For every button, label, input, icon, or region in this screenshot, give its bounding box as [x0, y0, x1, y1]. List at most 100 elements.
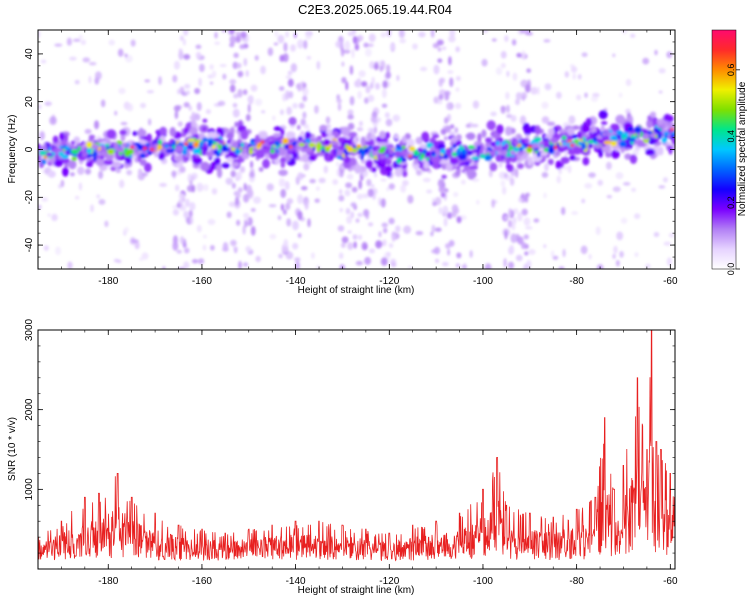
spectrogram-cell	[295, 261, 301, 269]
spectrogram-cell	[528, 249, 536, 255]
spectrogram-cell	[302, 111, 307, 119]
spectrogram-cell	[275, 146, 279, 150]
spectrogram-cell	[229, 84, 236, 93]
spectrogram-cell	[179, 197, 184, 205]
spectrogram-cell	[206, 151, 214, 158]
spectrogram-cell	[302, 95, 308, 102]
spectrogram-cell	[232, 102, 238, 108]
spectrogram-cell	[500, 105, 506, 114]
spectrogram-cell	[433, 64, 440, 75]
spectrogram-cell	[467, 145, 476, 150]
spectrogram-cell	[268, 141, 275, 146]
spectrogram-cell	[360, 81, 368, 87]
spectrogram-cell	[443, 136, 448, 141]
spectrogram-cell	[454, 102, 462, 110]
spectrogram-cell	[39, 145, 48, 152]
spectrogram-cell	[253, 196, 261, 204]
spectrogram-cell	[229, 35, 237, 45]
spectrogram-cell	[354, 163, 362, 174]
spectrogram-cell	[588, 142, 593, 148]
spectrogram-cell	[440, 159, 449, 165]
spectrogram-cell	[564, 71, 570, 78]
spectrogram-cell	[462, 148, 468, 155]
spectrogram-cell	[449, 157, 459, 165]
spectrogram-cell	[341, 126, 351, 136]
spectrogram-cell	[347, 122, 355, 130]
spectrogram-cell	[408, 154, 413, 158]
spectrogram-cell	[632, 149, 639, 156]
spectrogram-cell	[363, 42, 369, 48]
spectrogram-cell	[41, 158, 47, 165]
spectrogram-cell	[163, 144, 169, 149]
spectrogram-cell	[347, 131, 358, 138]
spectrogram-cell	[252, 148, 259, 152]
spectrogram-cell	[189, 202, 196, 211]
spectrogram-cell	[240, 142, 245, 148]
spectrogram-cell	[176, 249, 182, 254]
spectrogram-cell	[518, 197, 523, 203]
spectrogram-cell	[439, 77, 446, 84]
spectrogram-cell	[616, 231, 624, 241]
spectrogram-cell	[310, 138, 316, 142]
spectrogram-cell	[105, 143, 110, 147]
spectrogram-cell	[207, 74, 214, 79]
spectrogram-cell	[38, 155, 41, 161]
spectrogram-cell	[433, 246, 441, 255]
spectrogram-cell	[72, 38, 81, 42]
spectrogram-cell	[567, 139, 572, 143]
spectrogram-cell	[592, 92, 600, 98]
spectrogram-cell	[235, 176, 240, 182]
spectrogram-cell	[495, 140, 500, 147]
spectrogram-cell	[219, 64, 227, 68]
spectrogram-cell	[346, 215, 353, 224]
spectrogram-cell	[515, 254, 523, 262]
spectrogram-cell	[469, 250, 473, 258]
spectrogram-cell	[373, 64, 379, 70]
spectrogram-cell	[514, 98, 520, 106]
spectrogram-cell	[187, 138, 196, 142]
spectrogram-cell	[456, 252, 462, 259]
spectrogram-cell	[649, 111, 657, 118]
spectrogram-cell	[368, 145, 373, 150]
spectrogram-cell	[438, 185, 446, 193]
spectrogram-cell	[560, 156, 570, 164]
spectrogram-cell	[560, 206, 566, 216]
spectrogram-cell	[503, 257, 507, 268]
spectrogram-cell	[368, 222, 374, 227]
spectrogram-cell	[491, 38, 497, 42]
spectrogram-cell	[202, 142, 207, 149]
spectrogram-cell	[222, 242, 229, 252]
spectrogram-cell	[192, 147, 198, 155]
spectrogram-cell	[38, 30, 41, 39]
spectrogram-cell	[222, 73, 227, 80]
spectrogram-cell	[52, 135, 59, 144]
spectrogram-cell	[77, 146, 82, 152]
spectrogram-cell	[150, 147, 155, 151]
spectrogram-cell	[520, 139, 526, 144]
spectrogram-cell	[339, 207, 343, 213]
spectrogram-cell	[471, 178, 480, 182]
spectrogram-cell	[453, 191, 459, 197]
spectrogram-cell	[369, 61, 375, 70]
spectrogram-cell	[298, 142, 306, 147]
spectrogram-cell	[115, 169, 122, 174]
spectrogram-cell	[567, 127, 575, 136]
spectrogram-cell	[280, 160, 286, 169]
spectrogram-cell	[306, 56, 312, 60]
spectrogram-cell	[231, 161, 240, 168]
spectrogram-cell	[316, 186, 320, 191]
spectrogram-cell	[231, 182, 236, 189]
spectrogram-cell	[385, 71, 392, 79]
spectrogram-cell	[633, 213, 641, 220]
spectrogram-cell	[201, 126, 207, 132]
spectrogram-cell	[371, 76, 375, 85]
spectrogram-cell	[179, 205, 187, 212]
spectrogram-cell	[461, 179, 466, 185]
spectrogram-cell	[500, 50, 507, 59]
spectrogram-cell	[408, 145, 416, 152]
spectrogram-cell	[239, 166, 246, 173]
spectrogram-cell	[350, 202, 357, 208]
spectrogram-cell	[624, 153, 632, 160]
spectrogram-cell	[544, 83, 552, 91]
spectrogram-cell	[261, 110, 266, 114]
